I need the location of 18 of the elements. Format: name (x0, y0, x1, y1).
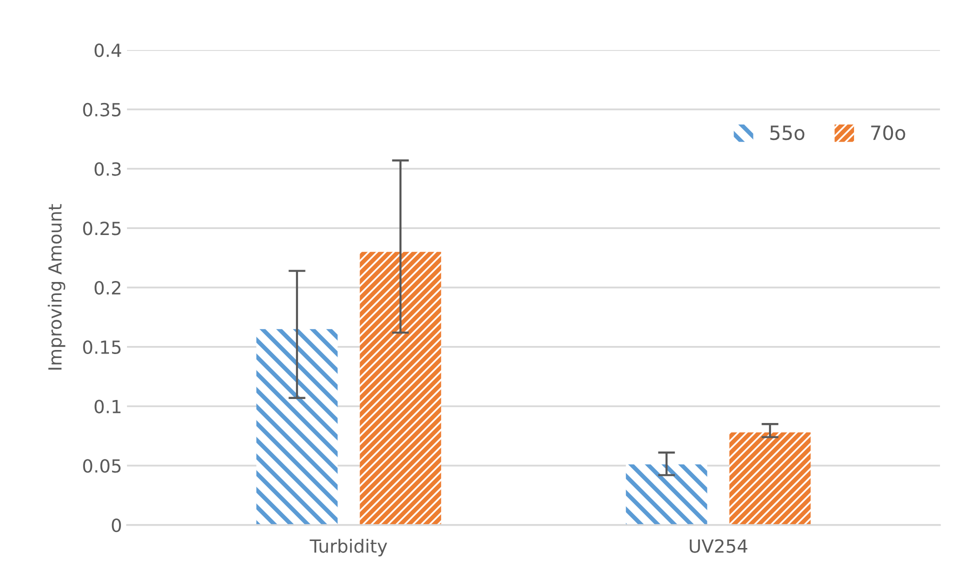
bar (256, 329, 338, 525)
y-tick-label: 0.2 (94, 280, 120, 295)
y-tick-label: 0.05 (83, 459, 121, 473)
y-tick-label: 0.3 (94, 162, 121, 176)
bar (729, 432, 811, 525)
legend-label: 70o (871, 125, 906, 140)
legend-label: 55o (770, 126, 804, 140)
y-tick-label: 0.4 (94, 43, 122, 58)
y-axis-title: Improving Amount (48, 204, 66, 370)
y-tick-label: 0.15 (83, 340, 121, 354)
x-tick-label: UV254 (690, 539, 748, 553)
y-tick-label: 0.35 (83, 102, 121, 116)
x-tick-label: Turbidity (310, 538, 388, 556)
y-tick-label: 0.25 (83, 222, 121, 236)
y-tick-label: 0 (112, 518, 121, 532)
y-tick-label: 0.1 (94, 400, 120, 414)
bar (360, 252, 442, 525)
bar (626, 464, 708, 525)
